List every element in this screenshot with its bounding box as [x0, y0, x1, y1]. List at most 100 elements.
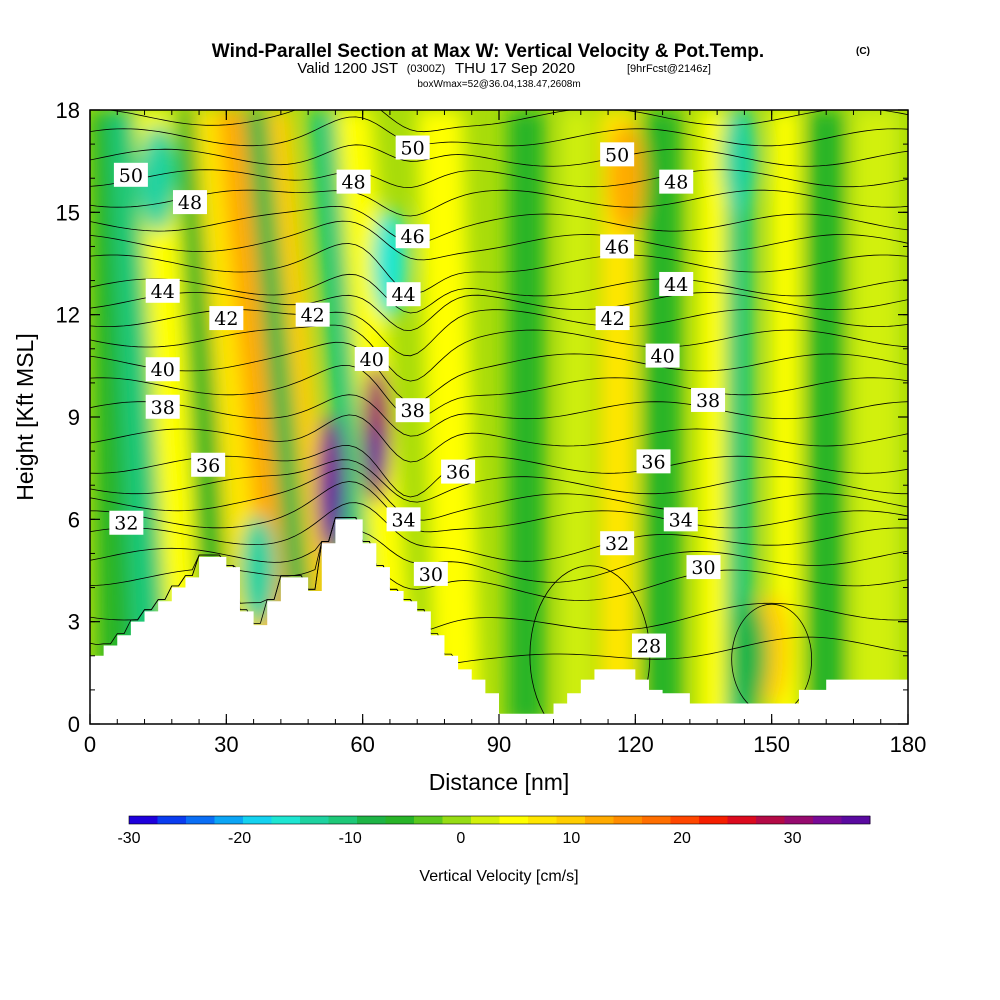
- x-tick-label: 180: [890, 732, 927, 757]
- contour-label: 46: [395, 224, 430, 249]
- y-tick-label: 12: [56, 303, 80, 328]
- theta-contour: [90, 502, 908, 562]
- contour-label: 34: [663, 507, 698, 532]
- svg-text:50: 50: [401, 138, 425, 160]
- svg-text:48: 48: [664, 172, 688, 194]
- theta-contour: [90, 324, 908, 382]
- theta-contour: [90, 481, 908, 533]
- theta-contour: [90, 243, 908, 294]
- svg-text:34: 34: [669, 509, 693, 531]
- theta-contour: [90, 144, 908, 167]
- contour-label: 34: [386, 507, 421, 532]
- contour-label: 38: [395, 398, 430, 423]
- w-band: [808, 110, 845, 724]
- colorbar-swatch: [556, 816, 586, 824]
- w-band: [644, 110, 681, 724]
- theta-contour: [90, 459, 908, 503]
- y-tick-label: 9: [68, 405, 80, 430]
- colorbar-swatch: [756, 816, 785, 824]
- colorbar-swatch: [613, 816, 643, 824]
- svg-text:30: 30: [691, 557, 715, 579]
- colorbar-swatch: [385, 816, 415, 824]
- theta-contour: [90, 220, 908, 261]
- svg-text:38: 38: [151, 397, 175, 419]
- svg-text:46: 46: [401, 226, 425, 248]
- contour-label: 32: [109, 510, 144, 535]
- colorbar-swatch: [300, 816, 329, 824]
- colorbar-tick-label: 10: [562, 830, 580, 847]
- w-cell: [608, 123, 645, 234]
- w-band: [108, 110, 181, 724]
- contour-label: 50: [113, 162, 148, 187]
- contour-label: 44: [386, 282, 421, 307]
- w-band: [217, 110, 300, 724]
- contour-label: 36: [441, 459, 476, 484]
- contour-labels: 28 30 30 32 32 34 34 36 36 36 38 38 38 40 40 40 42 42 42 44…: [109, 135, 726, 658]
- colorbar-label: Vertical Velocity [cm/s]: [419, 868, 578, 885]
- w-cell: [240, 515, 277, 626]
- colorbar-swatch: [214, 816, 244, 824]
- y-tick-label: 6: [68, 507, 80, 532]
- colorbar-swatch: [813, 816, 842, 824]
- w-band: [598, 110, 636, 724]
- contour-label: 44: [145, 278, 180, 303]
- x-tick-label: 120: [617, 732, 654, 757]
- svg-text:40: 40: [651, 346, 675, 368]
- colorbar-swatch: [585, 816, 614, 824]
- plot-area: 28 30 30 32 32 34 34 36 36 36 38 38 38 40 40 40 42 42 42 44…: [90, 110, 908, 724]
- svg-text:50: 50: [119, 165, 143, 187]
- colorbar: [128, 815, 871, 825]
- svg-text:34: 34: [391, 509, 415, 531]
- colorbar-swatch: [528, 816, 557, 824]
- svg-text:48: 48: [341, 172, 365, 194]
- w-cell: [721, 110, 758, 217]
- copyright-mark: (C): [856, 46, 870, 57]
- svg-text:44: 44: [664, 274, 688, 296]
- theta-contours: [90, 110, 908, 724]
- svg-text:32: 32: [114, 513, 138, 535]
- contour-label: 42: [295, 302, 330, 327]
- w-band: [562, 110, 590, 724]
- contour-label: 42: [209, 306, 244, 331]
- colorbar-swatch: [357, 816, 386, 824]
- svg-text:42: 42: [601, 308, 625, 330]
- chart-title: Wind-Parallel Section at Max W: Vertical…: [212, 41, 764, 62]
- theta-contour: [90, 189, 908, 217]
- x-tick-label: 30: [214, 732, 238, 757]
- colorbar-swatch: [699, 816, 728, 824]
- contour-label: 50: [395, 135, 430, 160]
- svg-text:38: 38: [696, 390, 720, 412]
- colorbar-swatch: [129, 816, 158, 824]
- x-tick-label: 0: [84, 732, 96, 757]
- svg-text:38: 38: [401, 400, 425, 422]
- svg-text:44: 44: [391, 284, 415, 306]
- colorbar-swatch: [243, 816, 272, 824]
- svg-text:[9hrFcst@2146z]: [9hrFcst@2146z]: [627, 63, 711, 75]
- y-tick-label: 0: [68, 712, 80, 737]
- w-band: [508, 110, 545, 724]
- colorbar-tick-label: 30: [784, 830, 802, 847]
- colorbar-swatch: [642, 816, 671, 824]
- contour-label: 38: [145, 394, 180, 419]
- y-axis-label: Height [Kft MSL]: [12, 333, 38, 500]
- svg-text:40: 40: [360, 349, 384, 371]
- y-tick-label: 18: [56, 98, 80, 123]
- chart-subtitle: Valid 1200 JST (0300Z) THU 17 Sep 2020 […: [297, 60, 711, 77]
- theta-contour: [90, 116, 908, 147]
- svg-text:50: 50: [605, 144, 629, 166]
- x-axis: 0 30 60 90 120 150 180: [84, 110, 926, 757]
- svg-text:42: 42: [301, 305, 325, 327]
- contour-label: 30: [413, 561, 448, 586]
- x-tick-label: 90: [487, 732, 511, 757]
- theta-contour: [106, 110, 908, 133]
- svg-text:48: 48: [178, 192, 202, 214]
- svg-text:36: 36: [446, 462, 470, 484]
- contour-label: 48: [172, 190, 207, 215]
- contour-label: 40: [645, 343, 680, 368]
- contour-label: 46: [600, 234, 635, 259]
- x-axis-label: Distance [nm]: [429, 769, 570, 795]
- theta-contour: [90, 445, 908, 498]
- colorbar-swatch: [442, 816, 472, 824]
- svg-text:THU 17 Sep 2020: THU 17 Sep 2020: [455, 60, 575, 77]
- colorbar-tick-label: -20: [228, 830, 251, 847]
